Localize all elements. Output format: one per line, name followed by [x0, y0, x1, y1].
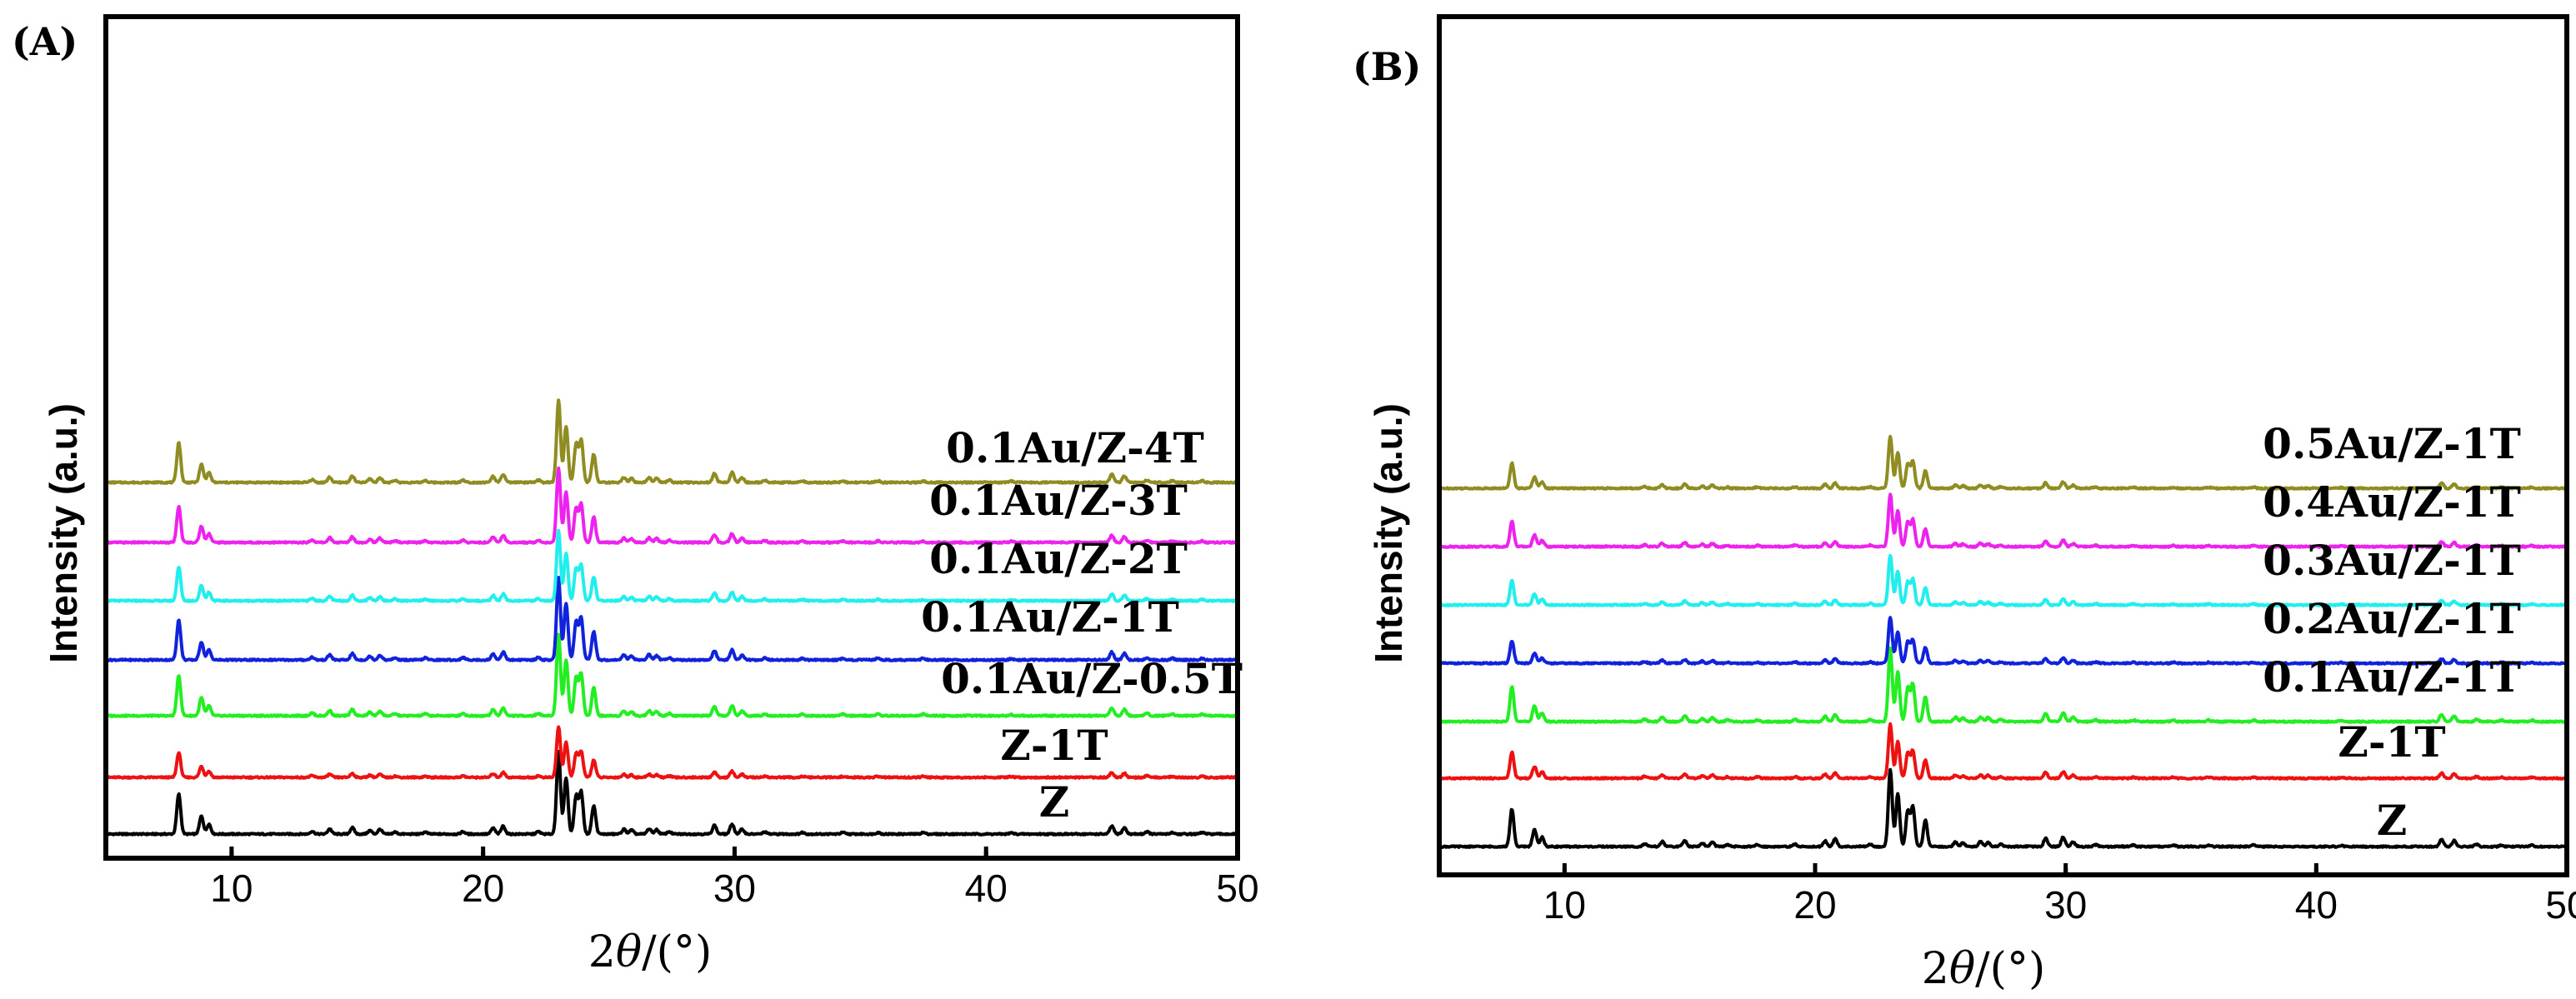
panel-a-series-line-6 [104, 398, 1239, 485]
panel-b-series-line-3 [1438, 616, 2568, 666]
panel-a-series-label-1: Z-1T [1000, 721, 1108, 770]
panel-a-series-line-5 [104, 466, 1239, 545]
panel-b-x-tick-label-1: 20 [1793, 883, 1836, 927]
panel-a-series-labels: Z Z-1T 0.1Au/Z-0.5T 0.1Au/Z-1T 0.1Au/Z-2T 0.1… [921, 423, 1243, 827]
panel-b-series-line-4 [1438, 553, 2568, 607]
panel-b-series-label-4: 0.3Au/Z-1T [2263, 536, 2521, 585]
panel-b-x-axis-label-var: θ [1949, 944, 1975, 994]
panel-a-series-line-1 [104, 725, 1239, 780]
panel-b: (B) Intensity (a.u.) 2θ/(°) 10 20 30 40 50 Z… [1353, 14, 2576, 994]
panel-a-series-line-0 [104, 750, 1239, 837]
panel-a-x-axis-label-var: θ [616, 927, 642, 977]
panel-b-series-label-2: 0.1Au/Z-1T [2263, 652, 2521, 702]
panel-a-series-label-6: 0.1Au/Z-4T [946, 423, 1204, 472]
panel-a-y-axis-label: Intensity (a.u.) [42, 403, 85, 663]
panel-a-plot-frame [103, 14, 1240, 861]
panel-b-series-line-1 [1438, 722, 2568, 781]
panel-a-series-label-2: 0.1Au/Z-0.5T [941, 654, 1243, 703]
panel-b-x-axis-label-prefix: 2 [1922, 944, 1949, 994]
panel-a-series-label-4: 0.1Au/Z-2T [929, 534, 1188, 583]
panel-a-x-tick-label-1: 20 [462, 867, 504, 910]
panel-a: (A) Intensity (a.u.) 2θ/(°) 10 20 30 40 50 Z… [12, 14, 1259, 977]
panel-b-x-tick-label-4: 50 [2545, 883, 2576, 927]
panel-a-x-tick-label-3: 40 [965, 867, 1008, 910]
panel-a-series-line-2 [104, 632, 1239, 718]
panel-b-x-tick-label-2: 30 [2044, 883, 2087, 927]
panel-b-series-line-0 [1438, 767, 2568, 849]
panel-b-series-labels: Z Z-1T 0.1Au/Z-1T 0.2Au/Z-1T 0.3Au/Z-1T 0.4Au… [2263, 419, 2521, 845]
panel-b-series-label-6: 0.5Au/Z-1T [2263, 419, 2521, 468]
panel-b-x-tick-label-3: 40 [2295, 883, 2338, 927]
panel-a-x-tick-label-4: 50 [1216, 867, 1258, 910]
panel-a-series-label-3: 0.1Au/Z-1T [921, 592, 1179, 642]
panel-b-y-axis-label: Intensity (a.u.) [1367, 403, 1410, 663]
panel-b-series-label-0: Z [2377, 796, 2408, 845]
panel-b-x-axis-label-suffix: /(°) [1975, 944, 2045, 994]
panel-b-series-label-5: 0.4Au/Z-1T [2263, 477, 2521, 527]
panel-a-series-label-0: Z [1039, 777, 1070, 827]
panel-a-x-axis-label-suffix: /(°) [642, 927, 712, 977]
panel-b-label: (B) [1353, 44, 1421, 89]
panel-b-plot-frame [1437, 14, 2569, 877]
panel-a-x-tick-label-2: 30 [713, 867, 756, 910]
panel-b-series-label-1: Z-1T [2338, 717, 2445, 767]
panel-a-series-line-4 [104, 528, 1239, 603]
panel-a-traces [104, 398, 1239, 837]
panel-b-series-line-2 [1438, 646, 2568, 724]
panel-a-series-label-5: 0.1Au/Z-3T [929, 476, 1188, 525]
panel-b-x-tick-label-0: 10 [1543, 883, 1586, 927]
panel-b-x-axis-label: 2θ/(°) [1922, 944, 2046, 994]
panel-b-traces [1438, 434, 2568, 849]
panel-a-x-axis-label: 2θ/(°) [588, 927, 713, 977]
panel-b-series-label-3: 0.2Au/Z-1T [2263, 594, 2521, 643]
panel-a-x-tick-label-0: 10 [210, 867, 253, 910]
panel-b-series-line-5 [1438, 492, 2568, 549]
panel-a-label: (A) [12, 19, 78, 64]
panel-a-x-axis-label-prefix: 2 [588, 927, 616, 977]
panel-a-x-ticks: 10 20 30 40 50 [210, 847, 1259, 910]
panel-a-series-line-3 [104, 576, 1239, 662]
panel-b-series-line-6 [1438, 434, 2568, 491]
